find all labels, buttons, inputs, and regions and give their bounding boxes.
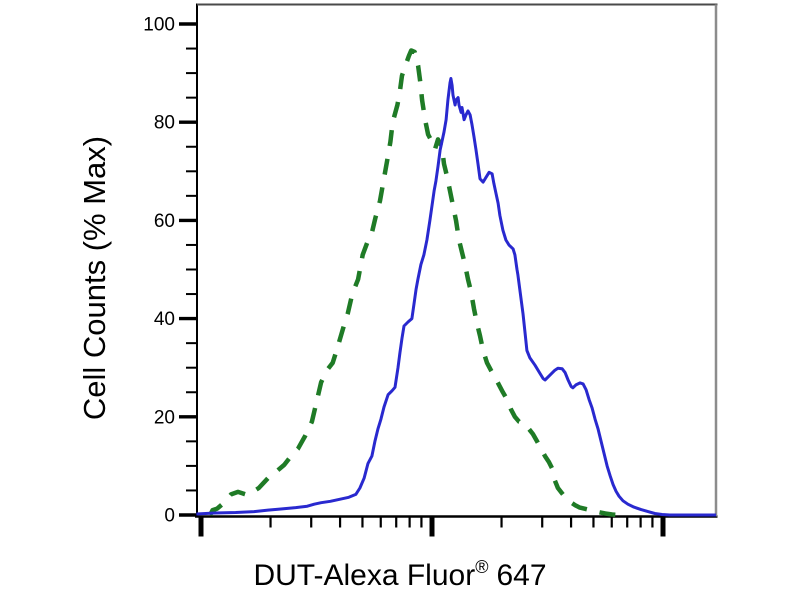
y-tick-label: 0 [164, 506, 175, 527]
x-axis-title-suffix: 647 [496, 559, 547, 592]
green-dashed-curve [208, 48, 620, 518]
y-tick-label: 60 [154, 211, 175, 232]
y-axis-title-text: Cell Counts (% Max) [77, 135, 112, 421]
blue-solid-curve [196, 77, 717, 517]
x-axis-title: DUT-Alexa Fluor® 647 [0, 557, 800, 593]
y-tick-label: 20 [154, 407, 175, 428]
y-axis-title: Cell Counts (% Max) [77, 136, 113, 420]
y-tick-label: 100 [143, 15, 175, 36]
registered-trademark-icon: ® [475, 557, 489, 577]
x-axis-title-main: DUT-Alexa Fluor [253, 559, 476, 592]
y-tick-label: 80 [154, 113, 175, 134]
y-tick-label: 40 [154, 309, 175, 330]
